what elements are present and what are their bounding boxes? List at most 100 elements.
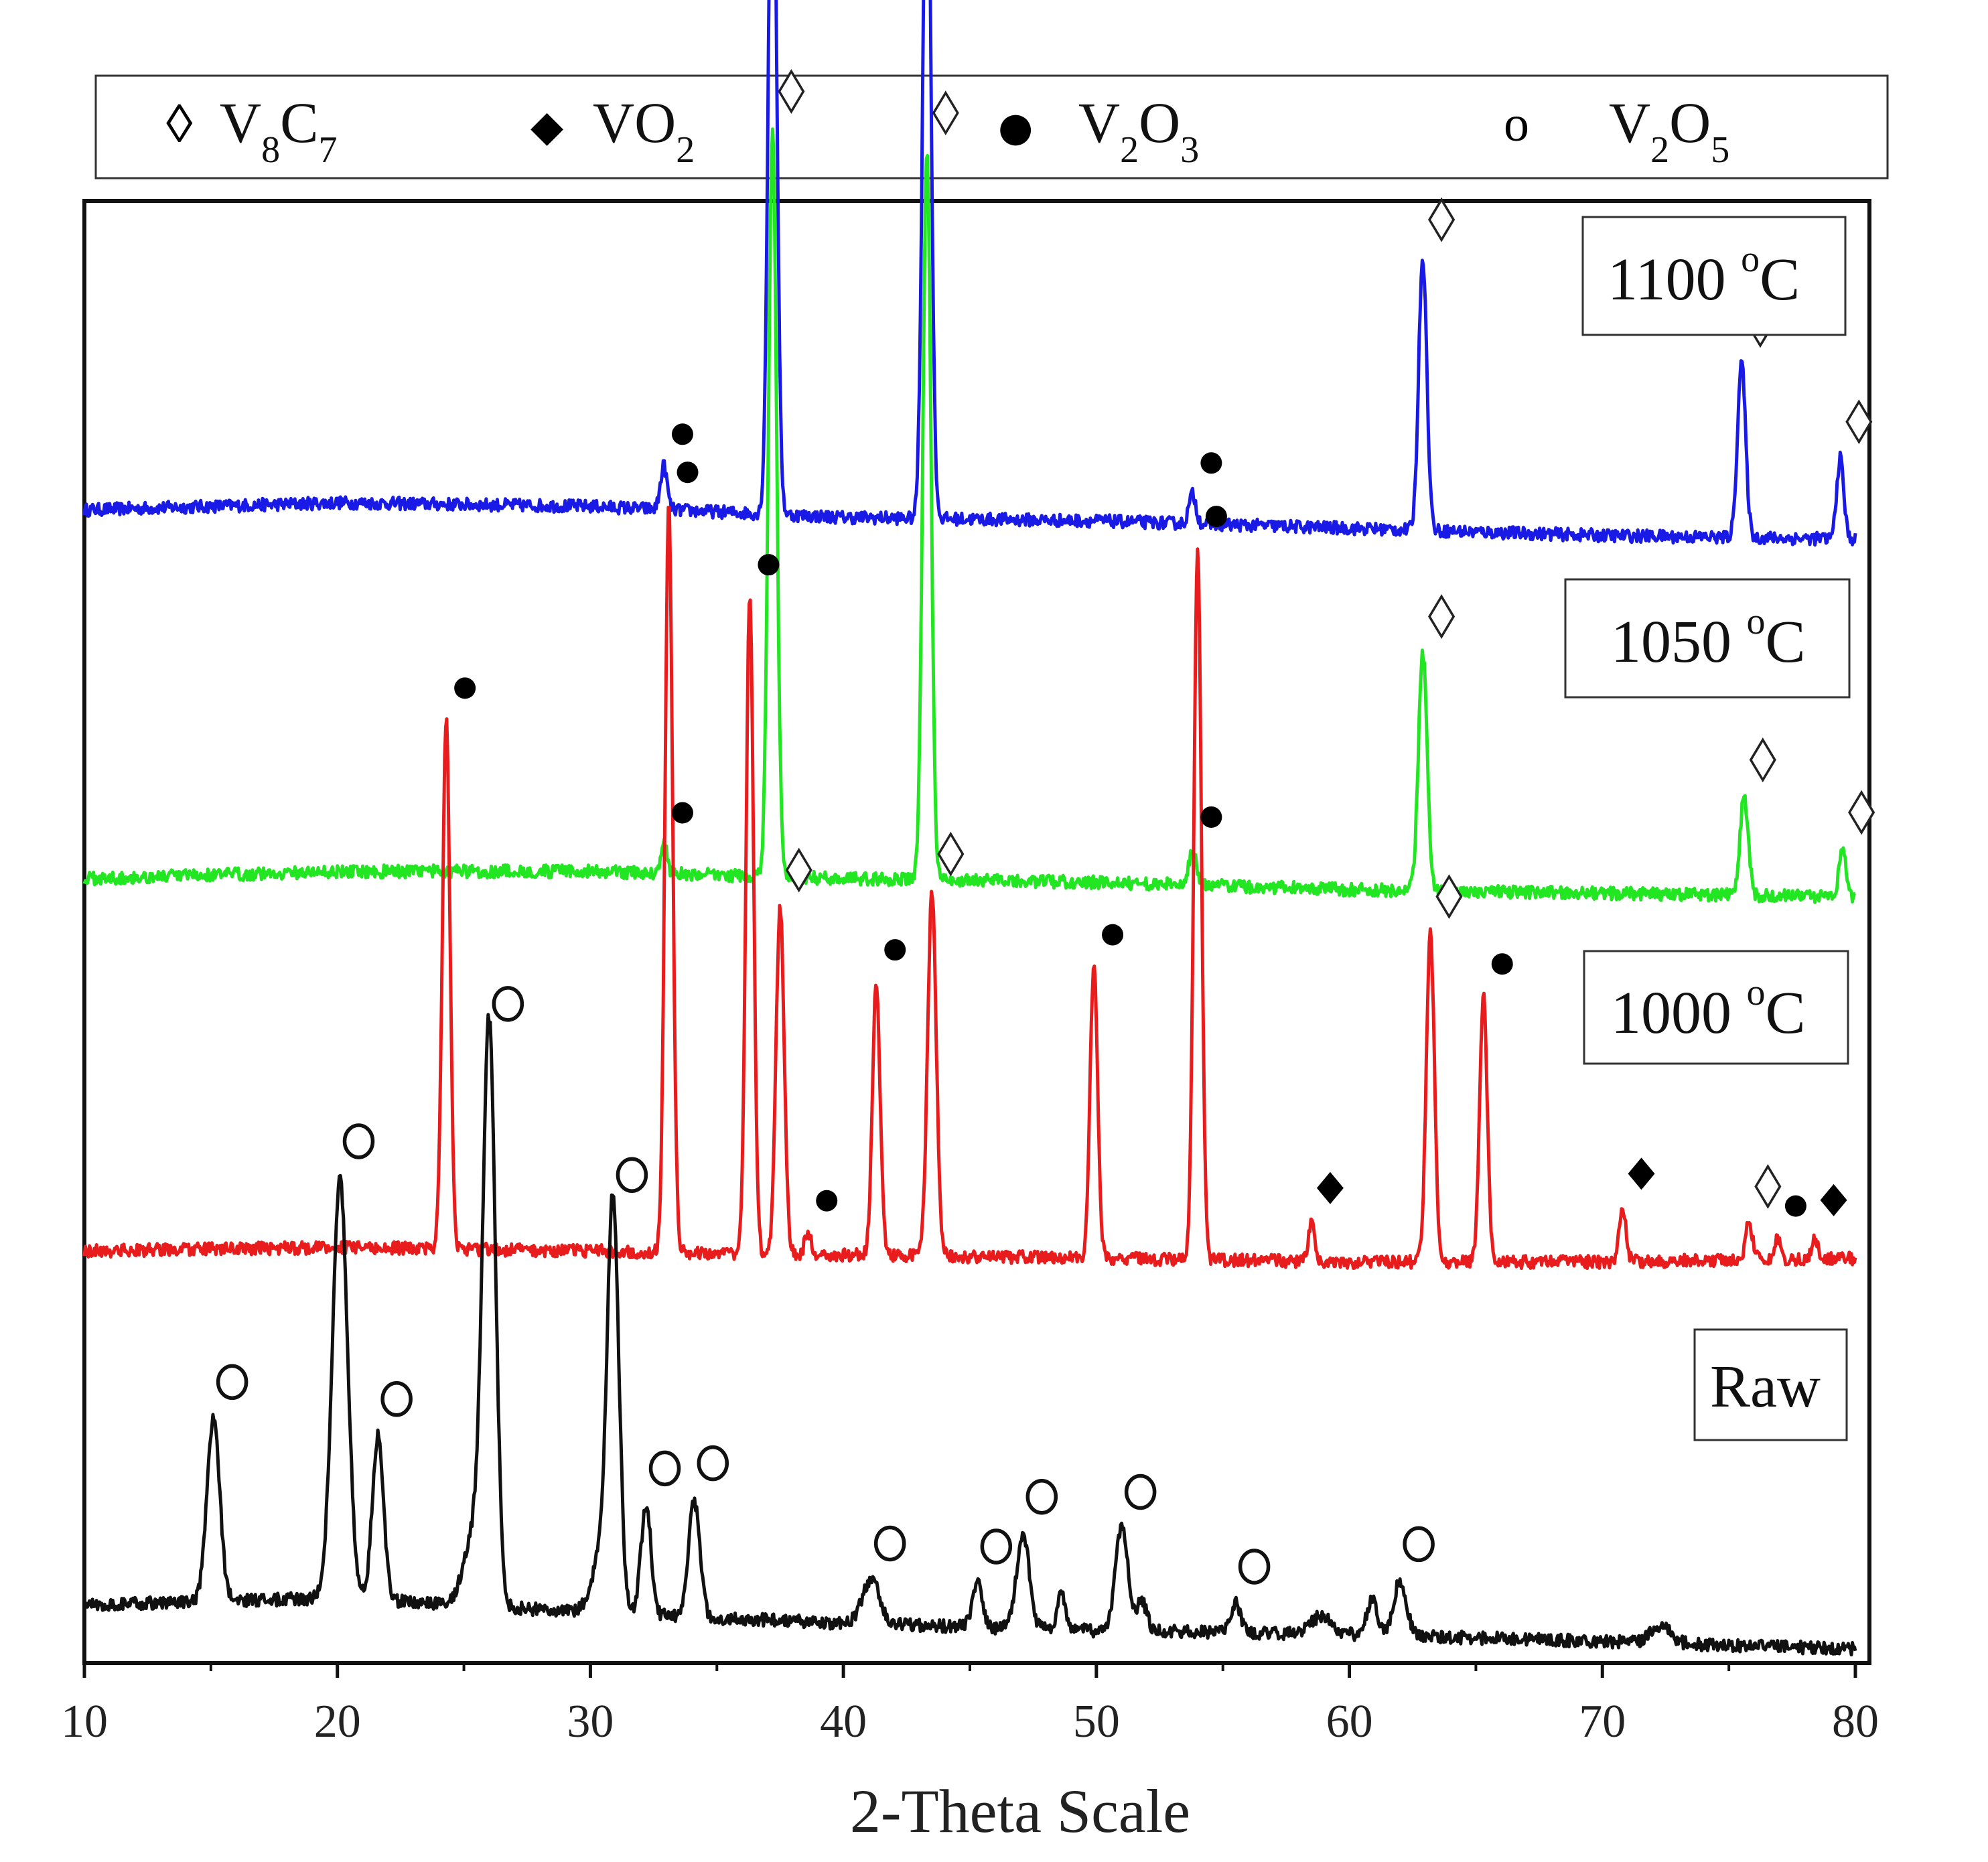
phase-marker-open-circle [1025,1478,1058,1515]
phase-marker-open-circle [873,1525,906,1562]
phase-marker-open-circle [1238,1549,1271,1585]
series-label-1100: 1100 oC [1581,216,1847,336]
phase-marker-open-diamond [1749,737,1776,782]
phase-marker-open-diamond [778,69,805,114]
phase-marker-filled-circle [671,802,693,824]
legend-frame [94,74,1889,180]
legend-label-v2o3-sub1: 2 [1120,129,1139,171]
legend: ◊ V8C7 ◆ VO2 ● V2O3 o V2O5 [94,74,1889,180]
phase-marker-open-diamond [1845,399,1873,445]
series-line-1050c [82,127,1856,904]
phase-marker-open-diamond [932,90,959,136]
phase-marker-filled-circle [1102,924,1124,946]
legend-label-v2o3-sub2: 3 [1180,129,1199,171]
phase-marker-open-circle [380,1380,413,1417]
series-label-1000-box [1583,950,1849,1065]
series-label-raw-box [1693,1328,1848,1441]
legend-symbol-filled-diamond: ◆ [530,102,564,151]
phase-marker-open-diamond [1428,594,1456,639]
phase-marker-filled-circle [454,677,476,699]
phase-marker-open-diamond [1848,790,1875,835]
x-tick-label: 40 [820,1696,867,1747]
phase-marker-open-diamond [1435,874,1463,920]
phase-marker-filled-circle [1205,506,1227,528]
svg-text:Raw: Raw [1710,1354,1821,1420]
x-tick-label: 30 [567,1696,614,1747]
x-tick-label: 10 [61,1696,108,1747]
series-line-1000c [82,505,1857,1271]
x-axis-ticks: 10 20 30 40 50 60 70 80 [61,1663,1879,1747]
legend-label-v8c7-sub1: 8 [261,129,280,171]
svg-text:V2O5: V2O5 [1609,90,1729,171]
phase-marker-filled-circle [1200,806,1222,828]
series-label-1050-box [1564,578,1851,699]
series-label-1000-value: 1000 [1611,980,1747,1046]
series-label-1050-degree: o [1747,601,1766,642]
phase-marker-open-circle [1124,1474,1157,1510]
series-label-raw-value: Raw [1710,1354,1821,1420]
series-label-1100-degree: o [1741,238,1760,280]
phase-marker-open-diamond [1428,197,1456,242]
phase-marker-open-diamond [785,847,812,893]
phase-marker-filled-circle [677,461,699,484]
svg-text:V2O3: V2O3 [1078,90,1199,171]
svg-text:V8C7: V8C7 [220,90,337,171]
legend-label-v2o5-base1: V [1609,90,1650,155]
phase-marker-filled-circle [1491,953,1513,975]
series-label-1100-box [1581,216,1847,336]
phase-marker-open-circle [1403,1526,1435,1563]
legend-entry-vo2: ◆ VO2 [530,90,695,171]
legend-entry-v2o5: o V2O5 [1504,90,1729,171]
phase-marker-filled-diamond [1628,1157,1655,1190]
legend-label-v8c7-base2: C [280,90,318,155]
legend-label-v8c7-base1: V [220,90,261,155]
series-label-raw: Raw [1693,1328,1848,1441]
phase-marker-filled-diamond [1820,1184,1847,1216]
legend-entry-v8c7: ◊ V8C7 [166,90,337,171]
legend-label-v2o5-sub1: 2 [1650,129,1669,171]
phase-marker-filled-circle [758,554,780,576]
series-line-1100c [82,0,1857,547]
phase-marker-open-diamond [1754,1164,1782,1209]
legend-symbol-open-circle: o [1504,96,1529,152]
series-label-1000-degree: o [1747,972,1766,1013]
series-line-raw [82,1013,1857,1657]
x-axis-title: 2-Theta Scale [850,1777,1190,1845]
phase-marker-filled-circle [1784,1195,1806,1217]
legend-label-v2o3-base1: V [1078,90,1120,155]
legend-entry-v2o3: ● V2O3 [998,90,1199,171]
series-layer [82,0,1857,1657]
svg-text:VO2: VO2 [593,90,695,171]
phase-marker-filled-diamond [1316,1171,1344,1204]
x-tick-label: 20 [314,1696,361,1747]
legend-label-v8c7-sub2: 7 [318,129,337,171]
series-label-1000-unit: C [1766,980,1806,1046]
x-tick-label: 70 [1579,1696,1626,1747]
series-label-1050-value: 1050 [1611,609,1747,675]
legend-symbol-open-diamond: ◊ [166,95,193,154]
phase-marker-open-circle [980,1528,1013,1565]
legend-symbol-filled-circle: ● [998,104,1033,151]
plot-frame [82,199,1871,1665]
legend-label-vo2-sub1: 2 [676,129,695,171]
legend-label-v2o3-base2: O [1139,90,1180,155]
phase-marker-filled-circle [816,1190,838,1212]
svg-text:1100 oC: 1100 oC [1608,238,1800,313]
phase-marker-filled-circle [884,939,906,961]
series-label-1100-unit: C [1760,246,1800,313]
phase-marker-open-circle [697,1445,729,1482]
phase-marker-open-circle [648,1450,681,1487]
legend-label-vo2-base1: VO [593,90,676,155]
series-label-1050-unit: C [1766,609,1806,675]
x-tick-label: 50 [1073,1696,1120,1747]
svg-text:1000 oC: 1000 oC [1611,972,1806,1046]
phase-marker-open-circle [216,1364,248,1401]
legend-label-v2o5-sub2: 5 [1711,129,1729,171]
phase-marker-open-diamond [937,831,965,877]
series-label-1100-value: 1100 [1608,246,1741,313]
phase-marker-filled-circle [1200,452,1222,474]
series-label-1000: 1000 oC [1583,950,1849,1065]
phase-marker-open-circle [616,1157,648,1194]
x-tick-label: 80 [1832,1696,1879,1747]
